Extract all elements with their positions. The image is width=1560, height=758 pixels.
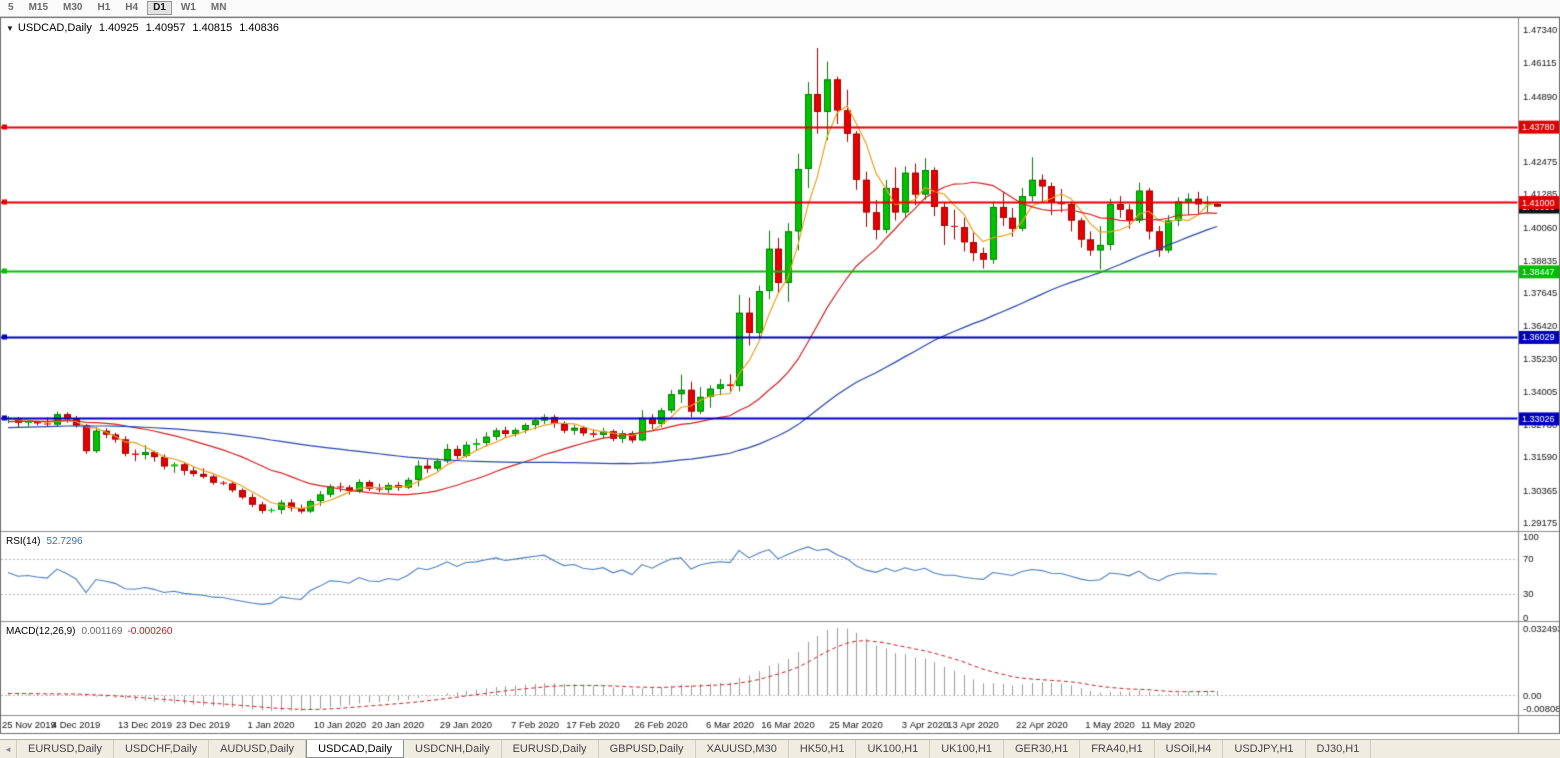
macd-indicator-label: MACD(12,26,9) 0.001169 -0.000260 [6, 626, 172, 637]
timeframe-toolbar: 5 M15 M30 H1 H4 D1 W1 MN [0, 0, 1560, 17]
ohlc-close-value: 1.40836 [239, 22, 279, 34]
one-click-trading-icon[interactable]: ▼ [6, 24, 14, 33]
symbol-tab-usdcnh-daily[interactable]: USDCNH,Daily [404, 740, 502, 758]
chart-ohlc-header: ▼ USDCAD,Daily 1.40925 1.40957 1.40815 1.4083… [6, 22, 279, 34]
timeframe-button-w1[interactable]: W1 [180, 2, 196, 13]
symbol-tab-usdcad-daily[interactable]: USDCAD,Daily [306, 740, 405, 758]
macd-signal-value: -0.000260 [127, 626, 173, 637]
timeframe-button-5[interactable]: 5 [8, 2, 14, 13]
timeframe-button-h1[interactable]: H1 [97, 2, 111, 13]
symbol-tab-fra40-h1[interactable]: FRA40,H1 [1080, 740, 1155, 758]
macd-main-value: 0.001169 [81, 626, 123, 637]
ohlc-high-value: 1.40957 [145, 22, 186, 34]
chart-symbol-label: USDCAD,Daily [17, 22, 92, 34]
symbol-tab-usdjpy-h1[interactable]: USDJPY,H1 [1223, 740, 1306, 758]
rsi-indicator-label: RSI(14) 52.7296 [6, 536, 83, 547]
symbol-tab-eurusd-daily[interactable]: EURUSD,Daily [17, 740, 114, 758]
symbol-tab-ger30-h1[interactable]: GER30,H1 [1004, 740, 1081, 758]
symbol-tab-gbpusd-daily[interactable]: GBPUSD,Daily [599, 740, 696, 758]
ohlc-open-value: 1.40925 [98, 22, 139, 34]
symbol-tab-bar: ◄ EURUSD,Daily USDCHF,Daily AUDUSD,Daily US… [0, 739, 1560, 758]
symbol-tab-uk100-h1[interactable]: UK100,H1 [856, 740, 931, 758]
chart-canvas[interactable] [0, 17, 1560, 740]
symbol-tab-xauusd-m30[interactable]: XAUUSD,M30 [696, 740, 789, 758]
timeframe-button-m30[interactable]: M30 [63, 2, 83, 13]
timeframe-button-mn[interactable]: MN [210, 2, 227, 13]
tab-scroll-left-icon: ◄ [4, 744, 12, 754]
ohlc-low-value: 1.40815 [192, 22, 233, 34]
timeframe-button-m15[interactable]: M15 [28, 2, 49, 13]
symbol-tab-audusd-daily[interactable]: AUDUSD,Daily [209, 740, 307, 758]
symbol-tab-eurusd-daily[interactable]: EURUSD,Daily [502, 740, 599, 758]
macd-name: MACD(12,26,9) [6, 626, 76, 637]
rsi-value: 52.7296 [46, 536, 83, 547]
tab-scroll-left-button[interactable]: ◄ [0, 740, 17, 758]
timeframe-button-h4[interactable]: H4 [125, 2, 139, 13]
rsi-name: RSI(14) [6, 536, 41, 547]
timeframe-button-d1[interactable]: D1 [147, 1, 172, 15]
symbol-tab-uk100-h1[interactable]: UK100,H1 [930, 740, 1004, 758]
symbol-tab-hk50-h1[interactable]: HK50,H1 [789, 740, 857, 758]
symbol-tab-dj30-h1[interactable]: DJ30,H1 [1306, 740, 1372, 758]
symbol-tab-usdchf-daily[interactable]: USDCHF,Daily [114, 740, 210, 758]
symbol-tab-usoil-h4[interactable]: USOil,H4 [1155, 740, 1224, 758]
